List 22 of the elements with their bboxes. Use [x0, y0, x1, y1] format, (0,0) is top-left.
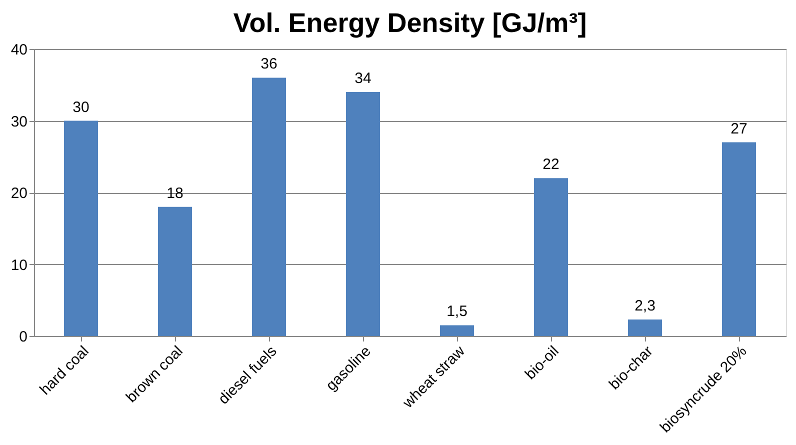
- y-tick-label: 20: [10, 185, 28, 202]
- data-label: 2,3: [634, 297, 656, 314]
- y-tick-label: 30: [10, 113, 28, 130]
- y-tick-label: 0: [19, 328, 28, 346]
- bar: [722, 142, 756, 336]
- data-label: 18: [166, 184, 184, 202]
- data-label: 34: [354, 70, 372, 88]
- chart-title: Vol. Energy Density [GJ/m³]: [233, 8, 587, 38]
- data-label: 27: [730, 120, 748, 138]
- bar: [440, 325, 474, 336]
- y-tick-label: 10: [10, 256, 28, 274]
- bar: [252, 78, 286, 336]
- data-label: 30: [72, 98, 90, 116]
- y-tick-label: 40: [10, 42, 28, 58]
- bar: [346, 92, 380, 336]
- bar: [64, 120, 98, 336]
- data-label: 36: [260, 56, 278, 73]
- data-label: 22: [542, 156, 560, 174]
- bar: [534, 178, 568, 336]
- bar: [628, 320, 662, 336]
- bar: [158, 206, 192, 336]
- data-label: 1,5: [446, 303, 468, 320]
